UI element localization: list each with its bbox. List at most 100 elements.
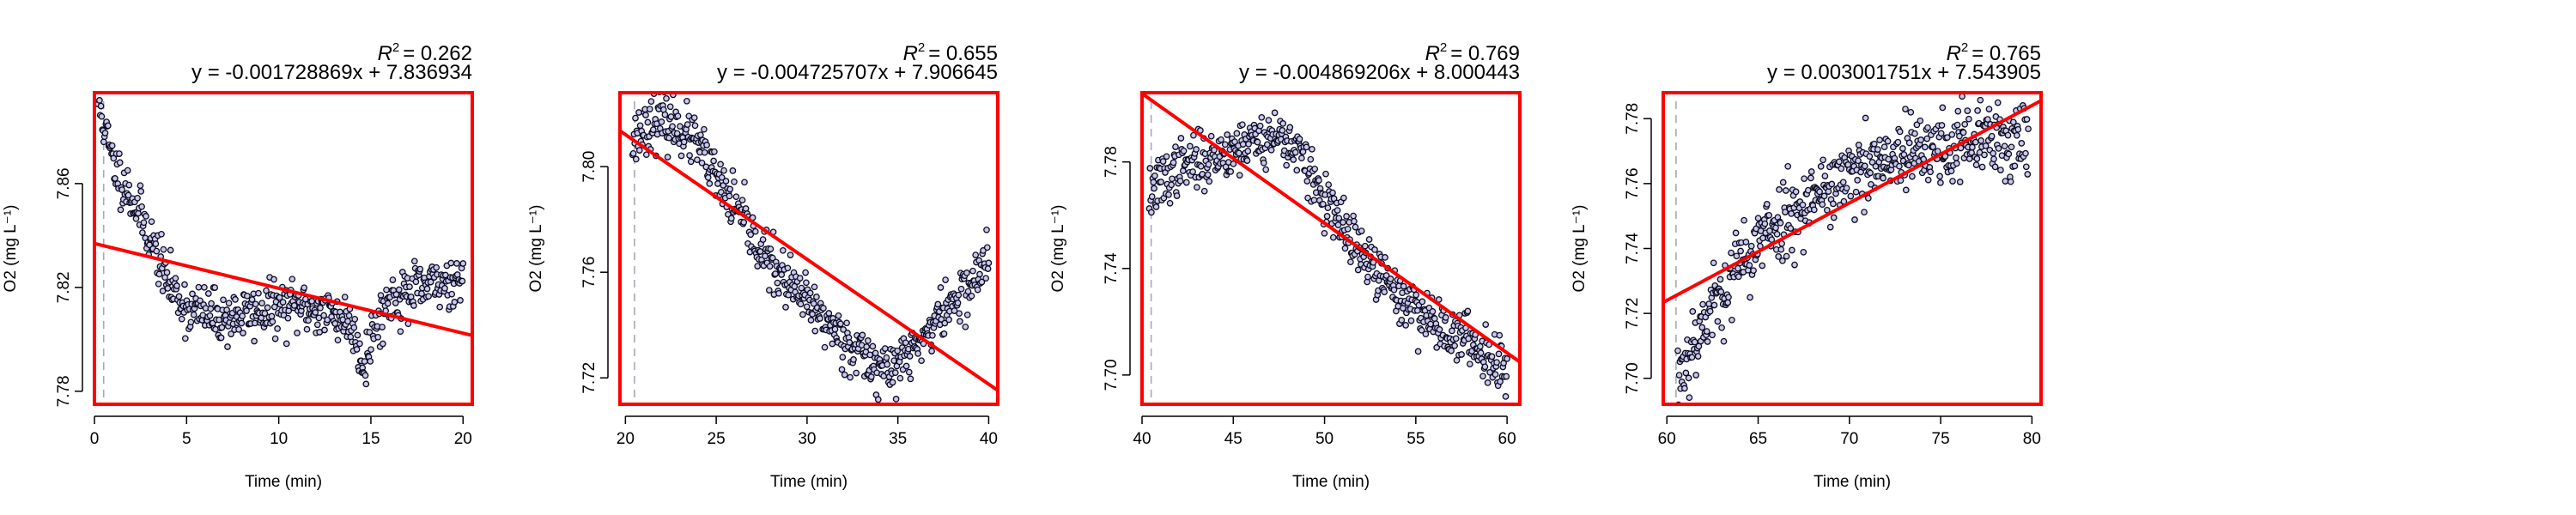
y-tick-label: 7.78 bbox=[1103, 146, 1121, 178]
data-point bbox=[1236, 149, 1242, 157]
data-point bbox=[1691, 338, 1698, 346]
data-point bbox=[1221, 141, 1229, 148]
data-point bbox=[937, 284, 945, 291]
fit-line bbox=[94, 241, 472, 337]
data-point bbox=[341, 294, 349, 300]
data-point bbox=[1347, 258, 1354, 266]
data-point bbox=[1698, 324, 1706, 331]
data-point bbox=[1982, 142, 1990, 149]
data-point bbox=[954, 300, 962, 306]
data-point bbox=[1163, 153, 1170, 161]
data-point bbox=[1985, 106, 1993, 112]
r-squared-exponent: 2 bbox=[918, 40, 925, 55]
data-point bbox=[201, 283, 208, 291]
data-point bbox=[983, 244, 991, 251]
y-tick-label: 7.76 bbox=[1624, 167, 1642, 199]
data-point bbox=[841, 371, 848, 379]
data-point bbox=[799, 311, 806, 318]
data-point bbox=[1340, 219, 1346, 226]
data-point bbox=[1205, 161, 1212, 168]
r-squared-value: = 0.655 bbox=[928, 42, 998, 65]
data-point bbox=[1206, 178, 1213, 185]
y-tick-label: 7.86 bbox=[55, 167, 73, 199]
data-point bbox=[101, 130, 109, 136]
data-point bbox=[1283, 161, 1291, 169]
x-tick-label: 0 bbox=[90, 430, 100, 448]
data-point bbox=[1466, 360, 1473, 368]
data-point bbox=[978, 278, 986, 286]
data-point bbox=[738, 197, 746, 204]
data-point bbox=[667, 113, 675, 120]
data-point bbox=[1329, 189, 1336, 197]
data-point bbox=[2008, 143, 2015, 151]
data-point bbox=[1733, 252, 1741, 260]
data-point bbox=[235, 325, 242, 333]
data-point bbox=[1157, 179, 1164, 185]
data-point bbox=[1854, 177, 1862, 184]
data-point bbox=[853, 369, 860, 377]
data-point bbox=[261, 310, 269, 317]
data-point bbox=[1334, 207, 1341, 214]
data-point bbox=[762, 252, 769, 260]
data-point bbox=[225, 300, 233, 307]
data-point bbox=[1728, 316, 1735, 324]
data-point bbox=[1894, 138, 1902, 146]
data-point bbox=[125, 181, 133, 189]
y-axis-title: O2 (mg L⁻¹) bbox=[2, 205, 20, 293]
data-point bbox=[1334, 221, 1342, 228]
data-point bbox=[453, 260, 460, 267]
data-point bbox=[271, 335, 279, 342]
data-point bbox=[1279, 120, 1287, 127]
data-point bbox=[632, 155, 640, 163]
data-point bbox=[224, 343, 231, 350]
data-point bbox=[806, 289, 814, 297]
data-point bbox=[1407, 317, 1415, 324]
data-point bbox=[1977, 96, 1984, 104]
data-point bbox=[1884, 137, 1892, 145]
data-point bbox=[796, 275, 804, 282]
data-point bbox=[137, 182, 144, 190]
data-point bbox=[1709, 331, 1716, 339]
data-point bbox=[687, 158, 695, 166]
data-point bbox=[697, 131, 704, 139]
data-point bbox=[1792, 188, 1800, 196]
data-point bbox=[1775, 253, 1783, 260]
data-point bbox=[840, 326, 847, 333]
data-point bbox=[1907, 108, 1915, 116]
data-point bbox=[367, 358, 374, 365]
data-point bbox=[1855, 142, 1862, 148]
data-point bbox=[1486, 368, 1493, 376]
data-point bbox=[1244, 148, 1252, 154]
data-point bbox=[1777, 219, 1784, 227]
data-point bbox=[104, 122, 112, 130]
x-tick-label: 20 bbox=[617, 430, 635, 448]
data-point bbox=[1699, 300, 1706, 308]
data-point bbox=[1371, 246, 1378, 253]
data-point bbox=[1923, 135, 1931, 142]
data-point bbox=[774, 279, 781, 287]
data-point bbox=[1800, 248, 1807, 256]
data-point bbox=[1974, 107, 1981, 114]
data-point bbox=[869, 342, 877, 350]
data-point bbox=[956, 310, 963, 318]
data-point bbox=[160, 245, 167, 253]
data-point bbox=[1776, 186, 1783, 193]
data-point bbox=[181, 281, 188, 288]
x-tick-label: 60 bbox=[1498, 430, 1516, 448]
data-point bbox=[951, 307, 958, 314]
data-point bbox=[345, 312, 353, 319]
data-point bbox=[1335, 215, 1343, 222]
data-point bbox=[1759, 262, 1766, 270]
data-point bbox=[187, 318, 195, 326]
data-point bbox=[1298, 154, 1305, 162]
data-point bbox=[1187, 142, 1194, 150]
data-point bbox=[457, 297, 464, 304]
data-point bbox=[884, 360, 891, 368]
r-squared-annotation: R2 = 0.655 bbox=[903, 40, 998, 65]
data-point bbox=[117, 206, 125, 214]
x-axis-title: Time (min) bbox=[1292, 473, 1370, 491]
fit-equation: y = -0.004725707x + 7.906645 bbox=[717, 61, 998, 84]
data-point bbox=[722, 178, 730, 185]
data-point bbox=[1896, 162, 1903, 170]
